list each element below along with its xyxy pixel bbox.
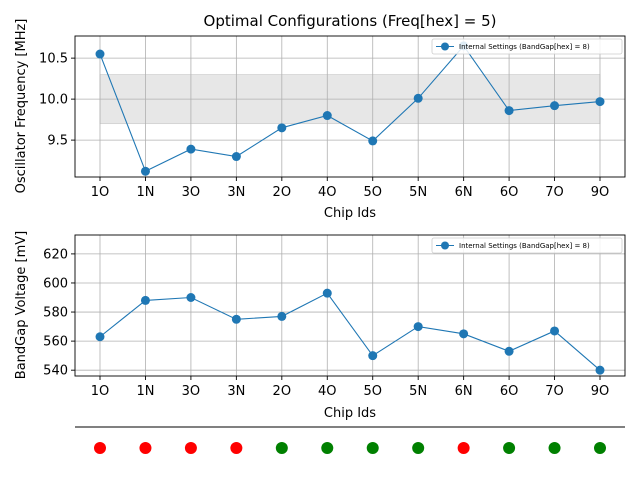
bottom-chart-y-tick-label: 600	[43, 276, 68, 291]
top-chart-data-point	[504, 106, 514, 116]
status-indicator	[94, 442, 106, 454]
bottom-chart-data-point	[140, 295, 150, 305]
status-indicator	[230, 442, 243, 454]
top-chart-data-point	[413, 93, 423, 103]
top-chart-x-tick-label: 3O	[182, 185, 201, 200]
bottom-chart-data-point	[322, 288, 332, 298]
top-chart-series-line	[99, 44, 601, 173]
top-chart-y-tick-label: 9.5	[47, 134, 68, 149]
status-indicator	[548, 442, 561, 454]
top-chart-x-tick-label: 1O	[91, 185, 110, 200]
bottom-chart-xlabel: Chip Ids	[324, 406, 376, 421]
status-strip	[75, 426, 625, 454]
bottom-chart-x-tick-label: 5O	[363, 384, 382, 399]
status-indicator	[412, 442, 425, 454]
top-chart-legend-marker	[441, 42, 449, 51]
bottom-chart-x-tick-label: 5N	[409, 384, 427, 399]
top-chart-data-point	[595, 97, 605, 107]
top-chart-title: Optimal Configurations (Freq[hex] = 5)	[204, 12, 497, 30]
bottom-chart-legend-box	[431, 237, 623, 254]
top-chart-data-point	[550, 101, 560, 111]
top-chart-x-tick-label: 2O	[273, 185, 292, 200]
top-chart-x-tick-label: 4O	[318, 185, 337, 200]
bottom-chart-data-point	[186, 293, 196, 303]
bottom-chart-y-tick-label: 620	[43, 247, 68, 262]
bottom-chart-data-point	[231, 314, 241, 324]
bottom-chart-legend-marker	[441, 241, 449, 250]
top-chart-data-point	[277, 123, 287, 133]
top-chart-x-tick-label: 1N	[136, 185, 154, 200]
bottom-chart-data-point	[95, 332, 105, 342]
top-chart-y-tick-label: 10.0	[39, 93, 68, 108]
bottom-chart-x-tick-label: 7O	[545, 384, 564, 399]
top-chart-x-tick-label: 7O	[545, 185, 564, 200]
top-chart-x-tick-label: 6O	[500, 185, 519, 200]
bottom-chart-data-point	[368, 351, 378, 361]
top-chart-x-tick-label: 5O	[363, 185, 382, 200]
bottom-chart-plot-area: 1O 1N 3O 3N 2O 4O 5O 5N 6N 6O 7O 9O 540 560 580 600 620 I…	[43, 234, 626, 399]
top-chart-data-point	[322, 111, 332, 121]
top-chart-ylabel: Oscillator Frequency [MHz]	[14, 19, 29, 194]
bottom-chart-x-tick-label: 3N	[227, 384, 245, 399]
status-indicator	[366, 442, 379, 454]
top-chart-data-point	[368, 136, 378, 146]
status-indicator	[503, 442, 516, 454]
top-chart-xlabel: Chip Ids	[324, 206, 376, 221]
bottom-chart-x-tick-label: 1O	[91, 384, 110, 399]
bottom-chart-x-tick-label: 6N	[455, 384, 473, 399]
status-indicator	[275, 442, 288, 454]
top-chart-data-point	[140, 166, 150, 176]
top-chart-data-point	[231, 152, 241, 162]
top-chart-y-tick-label: 10.5	[39, 52, 68, 67]
bottom-chart-data-point	[459, 329, 469, 339]
top-chart-legend-box	[431, 38, 623, 55]
bottom-chart-ylabel: BandGap Voltage [mV]	[14, 231, 29, 379]
bottom-chart-x-tick-label: 6O	[500, 384, 519, 399]
bottom-chart-y-tick-label: 540	[43, 364, 68, 379]
top-chart-legend-label: Internal Settings (BandGap[hex] = 8)	[459, 43, 590, 51]
top-chart: Optimal Configurations (Freq[hex] = 5) O…	[14, 12, 626, 221]
bottom-chart-data-point	[504, 346, 514, 356]
bottom-chart-data-point	[550, 326, 560, 336]
top-chart-plot-area: 1O 1N 3O 3N 2O 4O 5O 5N 6N 6O 7O 9O 9.5 10.0 10.5 Inter…	[39, 35, 626, 200]
bottom-chart-x-tick-label: 1N	[136, 384, 154, 399]
top-chart-x-tick-label: 5N	[409, 185, 427, 200]
bottom-chart-x-tick-label: 4O	[318, 384, 337, 399]
top-chart-x-tick-label: 9O	[591, 185, 610, 200]
top-chart-data-point	[186, 144, 196, 154]
bottom-chart-x-tick-label: 3O	[182, 384, 201, 399]
bottom-chart-series-line	[99, 292, 601, 371]
bottom-chart-y-tick-label: 560	[43, 335, 68, 350]
top-chart-x-tick-label: 6N	[455, 185, 473, 200]
bottom-chart-data-point	[595, 365, 605, 375]
bottom-chart-legend-label: Internal Settings (BandGap[hex] = 8)	[459, 242, 590, 250]
bottom-chart: BandGap Voltage [mV] Chip Ids 1O 1N 3O 3N 2O…	[14, 231, 626, 421]
top-chart-x-tick-label: 3N	[227, 185, 245, 200]
status-indicator	[457, 442, 470, 454]
bottom-chart-y-tick-label: 580	[43, 306, 68, 321]
top-chart-data-point	[95, 49, 105, 59]
bottom-chart-x-tick-label: 9O	[591, 384, 610, 399]
bottom-chart-x-tick-label: 2O	[273, 384, 292, 399]
status-indicator	[184, 442, 197, 454]
status-indicator	[139, 442, 152, 454]
bottom-chart-frame	[74, 234, 626, 377]
bottom-chart-data-point	[413, 322, 423, 332]
status-indicator	[321, 442, 334, 454]
bottom-chart-data-point	[277, 311, 287, 321]
status-indicator	[594, 442, 606, 454]
top-chart-frame	[74, 35, 626, 178]
